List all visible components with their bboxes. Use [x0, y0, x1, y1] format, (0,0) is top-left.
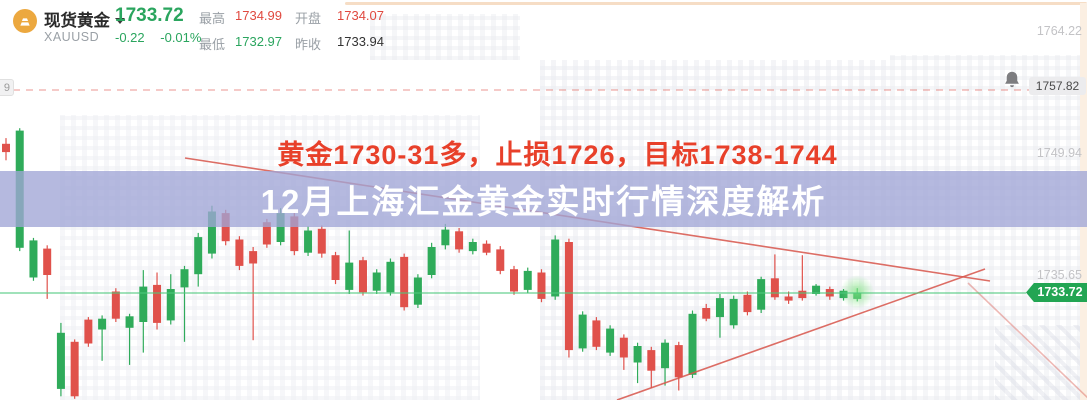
- stat-value-high: 1734.99: [235, 8, 282, 23]
- trade-signal-banner: 黄金1730-31多，止损1726，目标1738-1744: [0, 133, 1087, 172]
- stat-value-low: 1732.97: [235, 34, 282, 49]
- current-price-badge: 1733.72: [1026, 283, 1087, 302]
- change-percent: -0.01%: [160, 30, 202, 45]
- left-partial-price-badge: 9: [0, 79, 14, 96]
- gold-coin-icon: [13, 9, 37, 33]
- price-change: -0.22 -0.01%: [115, 30, 213, 45]
- price-axis-label: 1749.94: [1036, 146, 1082, 160]
- symbol-selector[interactable]: 现货黄金: [44, 7, 125, 31]
- stat-label-high: 最高: [199, 11, 226, 26]
- stat-label-low: 最低: [199, 37, 226, 52]
- article-title-text: 12月上海汇金黄金实时行情深度解析: [260, 183, 827, 220]
- stat-label-prev-close: 昨收: [295, 37, 322, 52]
- symbol-code: XAUUSD: [44, 30, 100, 44]
- trade-signal-text: 黄金1730-31多，止损1726，目标1738-1744: [277, 140, 838, 170]
- quote-header: 现货黄金 XAUUSD 1733.72 -0.22 -0.01% 最高 1734…: [0, 0, 420, 56]
- chevron-down-icon: [115, 18, 125, 24]
- alert-price-badge[interactable]: 1757.82: [1029, 77, 1086, 95]
- quote-stats: 最高 1734.99 开盘 1734.07 最低 1732.97 昨收 1733…: [199, 8, 399, 53]
- article-title-bar: 12月上海汇金黄金实时行情深度解析: [0, 171, 1087, 227]
- stat-label-open: 开盘: [295, 11, 322, 26]
- card-top-border: [345, 2, 1087, 5]
- symbol-name: 现货黄金: [44, 12, 110, 30]
- stat-value-open: 1734.07: [337, 8, 384, 23]
- price-axis-label: 1764.22: [1036, 24, 1082, 38]
- alert-bell-icon[interactable]: [1003, 70, 1021, 90]
- last-price: 1733.72: [115, 5, 184, 26]
- change-value: -0.22: [115, 30, 145, 45]
- stat-value-prev-close: 1733.94: [337, 34, 384, 49]
- price-axis-label: 1735.65: [1036, 268, 1082, 282]
